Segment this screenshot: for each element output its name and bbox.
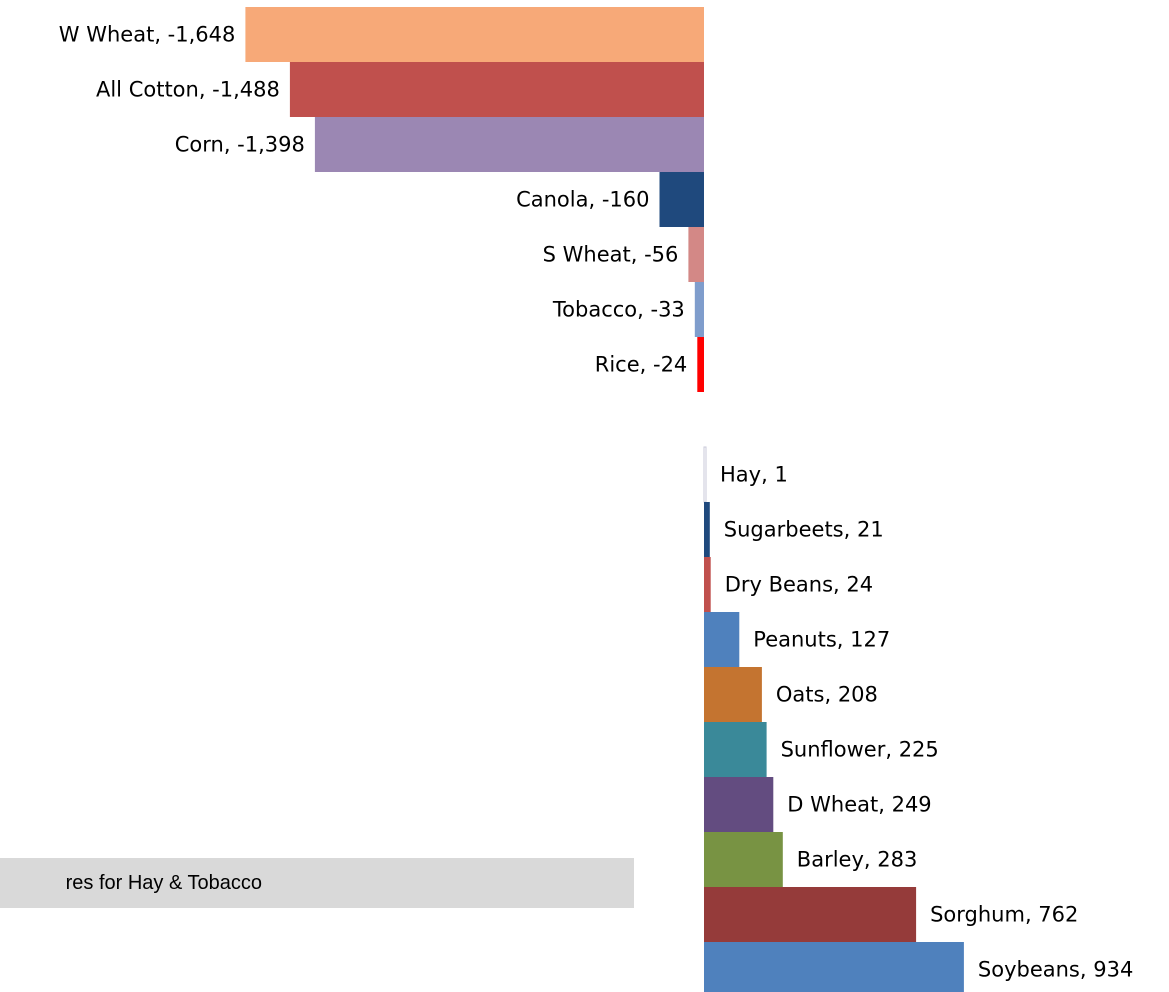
data-label-sugarbeets: Sugarbeets, 21 — [724, 518, 884, 542]
bar-oats — [704, 667, 762, 722]
data-label-d-wheat: D Wheat, 249 — [787, 793, 931, 817]
bar-d-wheat — [704, 777, 774, 832]
data-label-sunflower: Sunflower, 225 — [781, 738, 939, 762]
data-label-s-wheat: S Wheat, -56 — [543, 243, 679, 267]
data-label-sorghum: Sorghum, 762 — [930, 903, 1078, 927]
data-label-w-wheat: W Wheat, -1,648 — [59, 23, 236, 47]
data-label-oats: Oats, 208 — [776, 683, 878, 707]
bar-rice — [697, 337, 704, 392]
data-label-dry-beans: Dry Beans, 24 — [725, 573, 873, 597]
bar-soybeans — [704, 942, 964, 992]
bar-tobacco — [694, 282, 704, 337]
note-box: res for Hay & Tobacco — [0, 858, 634, 908]
data-label-peanuts: Peanuts, 127 — [753, 628, 890, 652]
bar-canola — [659, 172, 704, 227]
bar-sunflower — [704, 722, 767, 777]
data-label-all-cotton: All Cotton, -1,488 — [96, 78, 280, 102]
data-label-hay: Hay, 1 — [720, 463, 788, 487]
data-label-rice: Rice, -24 — [595, 353, 688, 377]
bar-all-cotton — [289, 62, 704, 117]
note-text: res for Hay & Tobacco — [65, 872, 262, 894]
data-label-soybeans: Soybeans, 934 — [978, 958, 1133, 982]
data-label-corn: Corn, -1,398 — [175, 133, 305, 157]
bar-sorghum — [704, 887, 917, 942]
data-label-tobacco: Tobacco, -33 — [552, 298, 685, 322]
bar-barley — [704, 832, 783, 887]
bar-s-wheat — [688, 227, 704, 282]
data-label-barley: Barley, 283 — [797, 848, 918, 872]
data-label-canola: Canola, -160 — [516, 188, 649, 212]
bar-hay — [703, 446, 707, 503]
bar-dry-beans — [704, 557, 711, 612]
bar-sugarbeets — [704, 502, 710, 557]
bar-w-wheat — [245, 7, 704, 62]
bar-corn — [314, 117, 704, 172]
bar-peanuts — [704, 612, 740, 667]
